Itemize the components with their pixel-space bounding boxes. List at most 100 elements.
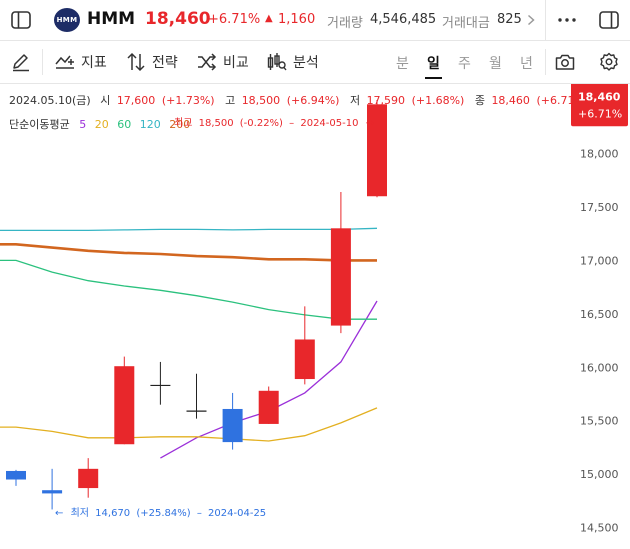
candle-body xyxy=(42,490,63,494)
y-axis: 14,500 15,000 15,500 16,000 16,500 17,000 17,5… xyxy=(580,147,619,534)
ma-legend-5: 5 xyxy=(79,118,86,131)
change-percent: +6.71% xyxy=(208,12,261,27)
low-annotation-pct: (+25.84%) xyxy=(136,508,190,519)
ma-legend-20: 20 xyxy=(95,118,109,131)
high-annotation-arrow: → xyxy=(366,118,374,129)
volume-label: 거래량 xyxy=(327,16,363,31)
panel-toggle-button[interactable] xyxy=(596,8,622,32)
pen-icon xyxy=(13,54,29,72)
analysis-icon xyxy=(267,53,287,71)
ma-legend-120: 120 xyxy=(140,118,161,131)
y-tick-label: 16,500 xyxy=(580,308,619,321)
candle-body xyxy=(78,468,99,489)
indicator-icon xyxy=(55,55,74,69)
y-tick-label: 14,500 xyxy=(580,522,619,535)
high-annotation-dash: – xyxy=(289,118,294,129)
draw-button[interactable] xyxy=(8,50,34,74)
candle-body xyxy=(367,104,387,197)
candle-layer xyxy=(6,100,387,510)
toolbar-divider xyxy=(42,49,43,75)
last-price-badge-change: +6.71% xyxy=(578,107,622,120)
more-button[interactable] xyxy=(554,8,580,32)
chevron-right-icon xyxy=(527,14,535,26)
info-low: 17,590 xyxy=(367,94,406,107)
info-close-label: 종 xyxy=(475,94,485,107)
gear-icon xyxy=(600,52,618,71)
ma-line-20 xyxy=(0,407,378,442)
y-tick-label: 17,500 xyxy=(580,201,619,214)
info-high: 18,500 xyxy=(242,94,281,107)
high-annotation-pct: (-0.22%) xyxy=(240,118,283,129)
high-annotation-label: 최고 xyxy=(174,117,192,129)
ma-legend-60: 60 xyxy=(117,118,131,131)
tool-compare[interactable]: 비교 xyxy=(197,41,249,83)
low-annotation-date: 2024-04-25 xyxy=(208,508,266,519)
tool-indicator-label: 지표 xyxy=(81,55,107,71)
last-price-badge xyxy=(571,84,628,127)
y-tick-label: 16,000 xyxy=(580,361,619,374)
settings-button[interactable] xyxy=(596,50,622,74)
header-next-button[interactable] xyxy=(523,10,539,30)
y-tick-label: 15,500 xyxy=(580,415,619,428)
more-dots-icon xyxy=(558,18,576,22)
sidebar-toggle-button[interactable] xyxy=(8,8,34,32)
y-tick-label: 15,000 xyxy=(580,468,619,481)
price-chart[interactable]: 14,500 15,000 15,500 16,000 16,500 17,000 17,5… xyxy=(0,84,630,549)
current-price: 18,460 xyxy=(145,9,211,29)
period-year[interactable]: 년 xyxy=(520,56,533,72)
candle-body xyxy=(294,339,315,380)
ma-line-200 xyxy=(0,243,377,262)
last-price-badge-price: 18,460 xyxy=(578,90,621,103)
ma-legend-label: 단순이동평균 xyxy=(9,118,70,131)
screenshot-button[interactable] xyxy=(552,50,578,74)
info-date: 2024.05.10(금) xyxy=(9,94,91,107)
low-annotation-arrow: ← xyxy=(55,508,63,519)
period-minute[interactable]: 분 xyxy=(396,56,409,72)
candle-body xyxy=(330,228,351,326)
high-annotation-value: 18,500 xyxy=(199,118,234,129)
info-close: 18,460 xyxy=(491,94,530,107)
info-low-label: 저 xyxy=(350,94,360,107)
high-annotation: 최고 18,500 (-0.22%) – 2024-05-10 → xyxy=(174,117,374,129)
info-open-pct: (+1.73%) xyxy=(162,94,215,107)
info-low-pct: (+1.68%) xyxy=(412,94,465,107)
low-annotation-value: 14,670 xyxy=(95,508,130,519)
trade-amount-value: 825 xyxy=(497,12,522,27)
low-annotation: ← 최저 14,670 (+25.84%) – 2024-04-25 xyxy=(55,507,266,519)
stock-logo: HMM xyxy=(54,8,80,32)
ma-legend[interactable]: 단순이동평균 5 20 60 120 200 xyxy=(9,118,190,131)
tool-strategy-label: 전략 xyxy=(152,55,178,71)
ma-line-120 xyxy=(0,227,378,232)
high-annotation-date: 2024-05-10 xyxy=(300,118,358,129)
volume-value: 4,546,485 xyxy=(370,12,437,27)
period-month[interactable]: 월 xyxy=(489,56,502,72)
panel-toggle-icon xyxy=(599,11,619,29)
y-tick-label: 17,000 xyxy=(580,254,619,267)
ohlc-info: 2024.05.10(금) 시 17,600 (+1.73%) 고 18,500… xyxy=(9,94,589,107)
info-high-label: 고 xyxy=(225,94,235,107)
strategy-icon xyxy=(127,52,145,72)
tool-analysis-label: 분석 xyxy=(293,55,319,71)
tool-analysis[interactable]: 분석 xyxy=(267,41,319,83)
candle-body xyxy=(222,408,243,443)
toolbar-divider xyxy=(545,49,546,75)
low-annotation-label: 최저 xyxy=(71,507,89,519)
period-week[interactable]: 주 xyxy=(458,56,471,72)
tool-compare-label: 비교 xyxy=(223,55,249,71)
trade-amount-label: 거래대금 xyxy=(442,16,490,31)
camera-icon xyxy=(555,54,575,70)
tool-indicator[interactable]: 지표 xyxy=(55,41,107,83)
info-open-label: 시 xyxy=(100,94,110,107)
ma-line-60 xyxy=(0,259,377,320)
stock-header: HMM HMM 18,460 +6.71% ▲ 1,160 거래량 4,546,… xyxy=(0,0,630,41)
period-day[interactable]: 일 xyxy=(425,53,442,79)
candle-body xyxy=(114,366,135,445)
chart-toolbar: 지표 전략 비교 분석 분 일 주 월 년 xyxy=(0,41,630,84)
change-amount: 1,160 xyxy=(278,12,316,27)
sidebar-toggle-icon xyxy=(11,11,31,29)
stock-name[interactable]: HMM xyxy=(87,9,136,29)
up-arrow-icon: ▲ xyxy=(265,13,273,24)
tool-strategy[interactable]: 전략 xyxy=(126,41,178,83)
compare-icon xyxy=(198,53,217,71)
ma-legend-200: 200 xyxy=(169,118,190,131)
